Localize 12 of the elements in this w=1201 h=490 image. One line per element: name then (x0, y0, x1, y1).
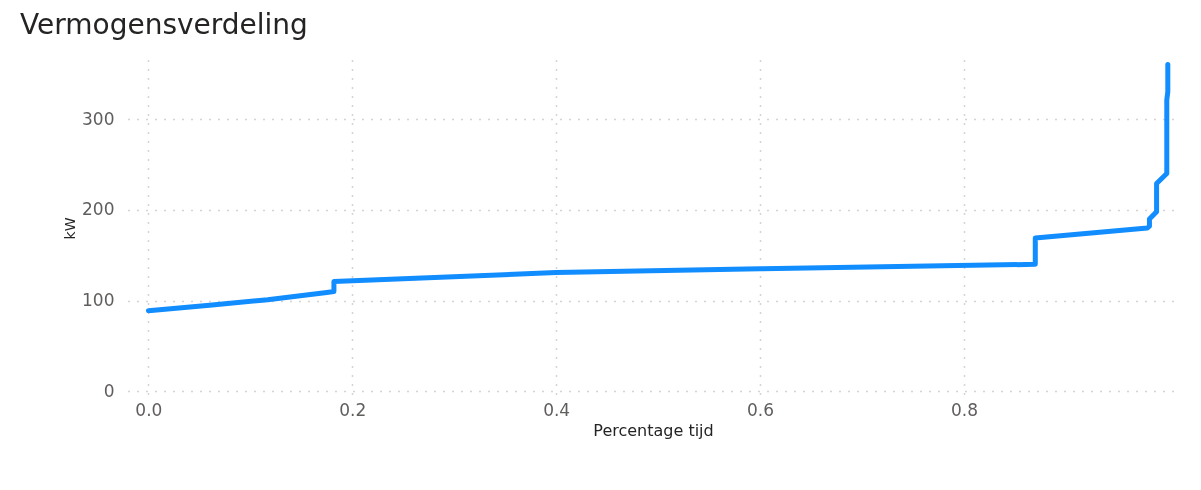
x-tick-label: 0.8 (950, 399, 978, 420)
x-axis-title: Percentage tijd (593, 420, 714, 440)
x-tick-label: 0.0 (135, 399, 163, 420)
y-tick-label: 200 (82, 199, 115, 220)
y-tick-label: 100 (82, 290, 115, 311)
y-tick-label: 300 (82, 108, 115, 129)
x-tick-label: 0.4 (543, 399, 571, 420)
y-tick-label: 0 (103, 380, 115, 401)
y-axis-title: kW (62, 217, 79, 240)
x-tick-label: 0.2 (339, 399, 367, 420)
x-tick-label: 0.6 (747, 399, 775, 420)
chart-title: Vermogensverdeling (20, 8, 308, 41)
